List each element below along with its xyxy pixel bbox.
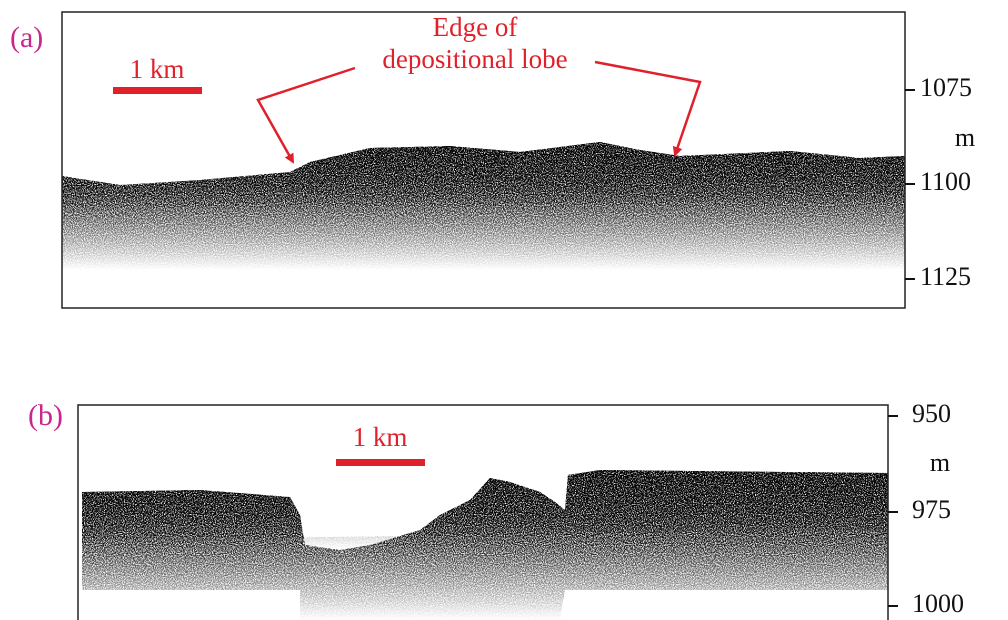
unit-label: m [930, 448, 950, 477]
unit-label: m [955, 123, 975, 152]
scale-bar [113, 87, 202, 94]
scale-bar-label: 1 km [130, 54, 185, 84]
arrow [258, 68, 355, 162]
tick-label: 950 [912, 399, 951, 428]
annotation: depositional lobe [382, 44, 567, 74]
tick-label: 975 [912, 495, 951, 524]
annotation: Edge of [433, 12, 518, 42]
panel-b: (b) 1 km 950 975 1000 m [28, 399, 964, 620]
scale-bar [336, 459, 425, 466]
panel-label: (b) [28, 399, 63, 432]
seismic-profile [82, 470, 888, 620]
panel-a: (a) 1 km Edge of depositional lobe 1075 … [10, 12, 975, 308]
tick-label: 1100 [920, 167, 971, 196]
tick-label: 1125 [920, 262, 971, 291]
seismic-profile [62, 142, 905, 270]
arrow [595, 62, 700, 155]
tick-label: 1000 [912, 589, 964, 618]
panel-label: (a) [10, 21, 43, 54]
tick-label: 1075 [920, 73, 972, 102]
figure: (a) 1 km Edge of depositional lobe 1075 … [0, 0, 1008, 620]
scale-bar-label: 1 km [353, 422, 408, 452]
